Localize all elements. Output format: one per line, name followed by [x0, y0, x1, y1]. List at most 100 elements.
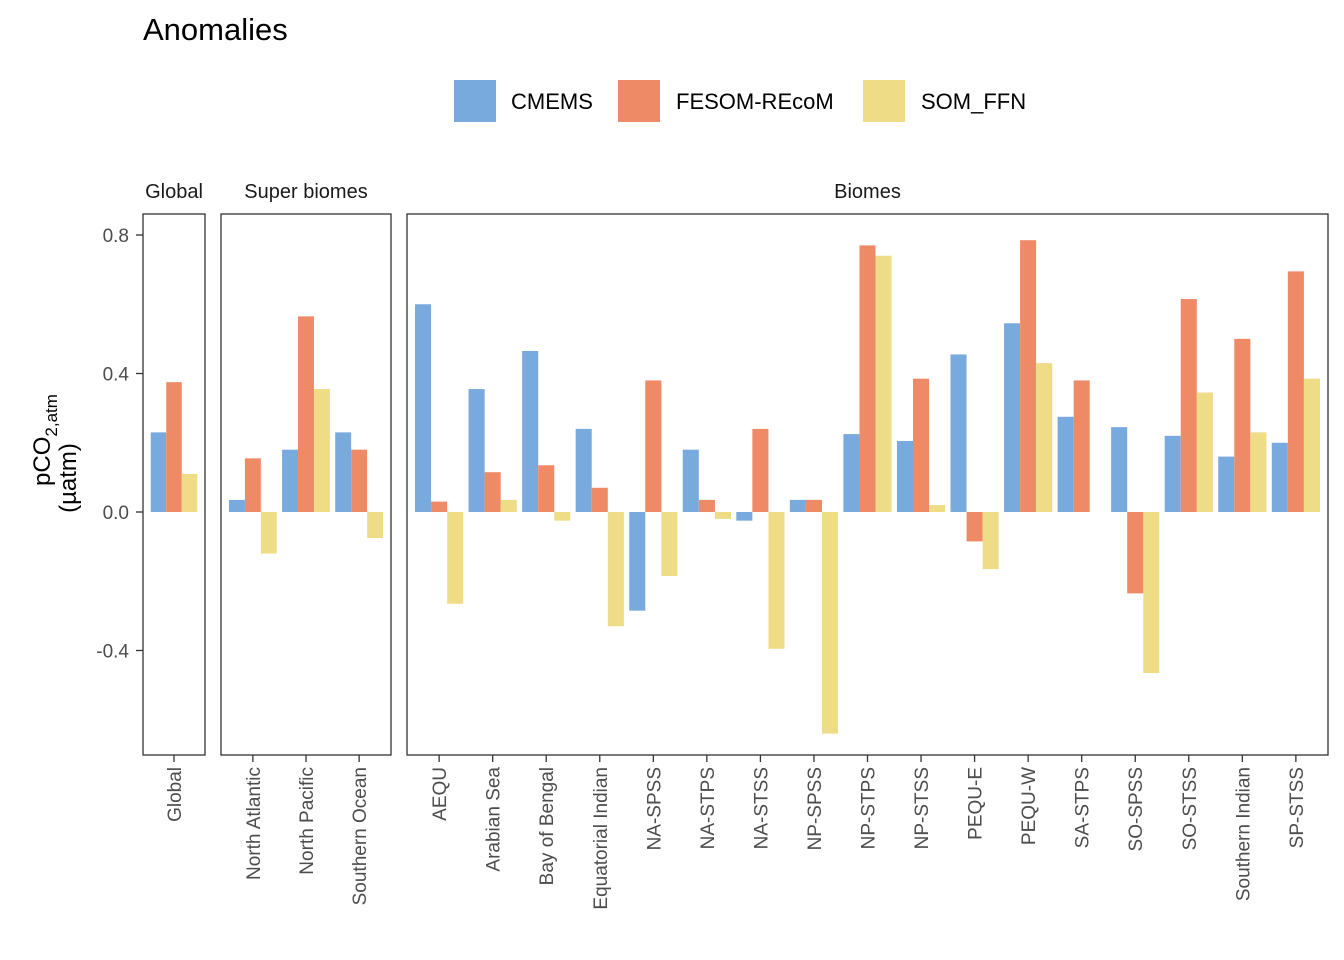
x-tick-label-north-pacific: North Pacific: [297, 767, 318, 875]
bar-southern-ocean-som-ffn: [367, 512, 384, 538]
bar-np-stps-som-ffn: [875, 255, 892, 512]
bar-sa-stps-cmems: [1057, 416, 1074, 512]
y-axis-title-subscript: 2,atm: [42, 394, 61, 437]
bar-pequ-w-fesom-recom: [1020, 240, 1037, 512]
bar-na-stss-fesom-recom: [752, 428, 769, 512]
legend-label-som-ffn: SOM_FFN: [921, 89, 1026, 114]
y-axis-title: pCO2,atm: [29, 394, 61, 486]
legend-label-fesom-recom: FESOM-REcoM: [676, 89, 834, 114]
legend-key-fesom-recom: [618, 80, 660, 122]
bar-arabian-sea-fesom-recom: [484, 472, 501, 512]
bar-np-stps-fesom-recom: [859, 245, 876, 512]
bar-arabian-sea-cmems: [468, 389, 485, 512]
y-axis-title-unit: (µatm): [55, 443, 82, 513]
bar-np-spss-cmems: [789, 499, 806, 512]
y-axis-title-main: pCO: [29, 437, 56, 486]
bar-np-stss-som-ffn: [929, 505, 946, 512]
bar-north-pacific-fesom-recom: [298, 316, 314, 512]
bar-sp-stss-cmems: [1271, 442, 1288, 512]
x-tick-label-southern-ocean: Southern Ocean: [350, 767, 371, 905]
x-tick-label-na-stps: NA-STPS: [698, 767, 719, 849]
bar-pequ-e-cmems: [950, 354, 967, 512]
bar-so-spss-som-ffn: [1143, 512, 1160, 674]
x-tick-label-equatorial-indian: Equatorial Indian: [591, 767, 612, 910]
bar-arabian-sea-som-ffn: [500, 499, 517, 512]
bar-pequ-w-som-ffn: [1036, 363, 1053, 512]
bar-north-pacific-cmems: [282, 449, 299, 512]
legend-key-cmems: [454, 80, 496, 122]
bar-bay-of-bengal-cmems: [522, 350, 539, 512]
y-tick-label: -0.4: [96, 642, 129, 663]
bar-southern-indian-cmems: [1218, 456, 1235, 512]
bar-bay-of-bengal-som-ffn: [554, 512, 571, 521]
bar-np-spss-som-ffn: [821, 512, 839, 734]
panel-biomes: Biomes AEQU Arabian Sea Bay of Bengal Equato…: [406, 181, 1329, 910]
chart-title: Anomalies: [143, 12, 288, 47]
bar-np-stss-fesom-recom: [913, 378, 930, 512]
legend: CMEMS FESOM-REcoM SOM_FFN: [454, 80, 1026, 122]
bar-aequ-cmems: [415, 304, 432, 512]
bar-equatorial-indian-fesom-recom: [591, 487, 608, 512]
x-tick-label-so-stss: SO-STSS: [1180, 767, 1201, 850]
bar-sa-stps-fesom-recom: [1073, 380, 1090, 512]
y-axis: -0.4 0.0 0.4 0.8: [96, 226, 143, 663]
bar-north-atlantic-fesom-recom: [244, 458, 261, 512]
bar-na-stps-som-ffn: [714, 512, 731, 519]
y-tick-label: 0.0: [103, 503, 129, 524]
legend-label-cmems: CMEMS: [511, 89, 593, 114]
x-tick-label-so-spss: SO-SPSS: [1126, 767, 1147, 851]
bar-so-stss-som-ffn: [1196, 392, 1213, 512]
x-tick-label-np-stss: NP-STSS: [912, 767, 933, 849]
x-tick-label-north-atlantic: North Atlantic: [244, 767, 265, 880]
bar-global-fesom-recom: [166, 382, 182, 512]
x-tick-label-arabian-sea: Arabian Sea: [484, 767, 505, 872]
bar-pequ-w-cmems: [1004, 323, 1021, 512]
bar-na-stss-cmems: [736, 512, 753, 521]
bar-southern-ocean-fesom-recom: [351, 449, 368, 512]
facet-label-global: Global: [145, 181, 203, 203]
x-tick-label-aequ: AEQU: [430, 767, 451, 821]
bar-np-stps-cmems: [843, 434, 860, 512]
x-tick-label-southern-indian: Southern Indian: [1233, 767, 1254, 901]
x-tick-label-na-spss: NA-SPSS: [644, 767, 665, 850]
panel-global: Global Global: [142, 181, 206, 822]
bar-sp-stss-fesom-recom: [1287, 271, 1304, 512]
x-tick-label-pequ-w: PEQU-W: [1019, 767, 1040, 845]
bar-np-stss-cmems: [896, 441, 914, 512]
bar-so-stss-cmems: [1164, 435, 1181, 512]
x-tick-label-np-spss: NP-SPSS: [805, 767, 826, 850]
bar-equatorial-indian-cmems: [575, 428, 592, 512]
legend-key-som-ffn: [863, 80, 905, 122]
bar-na-spss-fesom-recom: [645, 380, 662, 512]
bar-na-spss-cmems: [629, 512, 646, 611]
bar-na-stss-som-ffn: [768, 512, 785, 649]
bar-na-spss-som-ffn: [661, 512, 678, 577]
x-tick-label-bay-of-bengal: Bay of Bengal: [537, 767, 558, 885]
bar-np-spss-fesom-recom: [805, 499, 822, 512]
bar-aequ-fesom-recom: [431, 501, 448, 512]
bar-aequ-som-ffn: [447, 512, 464, 604]
x-tick-label-np-stps: NP-STPS: [859, 767, 880, 849]
bar-so-stss-fesom-recom: [1180, 299, 1197, 512]
bar-so-spss-fesom-recom: [1127, 512, 1144, 594]
panels: Global Global Super biomes North Atlantic No…: [142, 181, 1329, 910]
bar-north-atlantic-cmems: [228, 499, 245, 512]
bar-north-atlantic-som-ffn: [260, 512, 277, 554]
y-tick-label: 0.8: [103, 226, 129, 247]
x-tick-label-pequ-e: PEQU-E: [966, 767, 987, 840]
bar-na-stps-fesom-recom: [698, 499, 715, 512]
x-tick-label-sa-stps: SA-STPS: [1073, 767, 1094, 848]
x-tick-label-na-stss: NA-STSS: [751, 767, 772, 849]
bar-southern-indian-som-ffn: [1250, 432, 1267, 512]
bar-pequ-e-fesom-recom: [966, 512, 983, 542]
bar-sp-stss-som-ffn: [1303, 378, 1320, 512]
x-tick-label-global: Global: [165, 767, 186, 822]
x-tick-label-sp-stss: SP-STSS: [1287, 767, 1308, 848]
bar-na-stps-cmems: [682, 449, 699, 512]
bar-bay-of-bengal-fesom-recom: [538, 465, 555, 512]
bar-southern-indian-fesom-recom: [1234, 338, 1251, 513]
panel-super-biomes: Super biomes North Atlantic North Pacific S…: [220, 181, 392, 905]
bar-southern-ocean-cmems: [335, 432, 352, 512]
y-tick-label: 0.4: [103, 365, 130, 386]
